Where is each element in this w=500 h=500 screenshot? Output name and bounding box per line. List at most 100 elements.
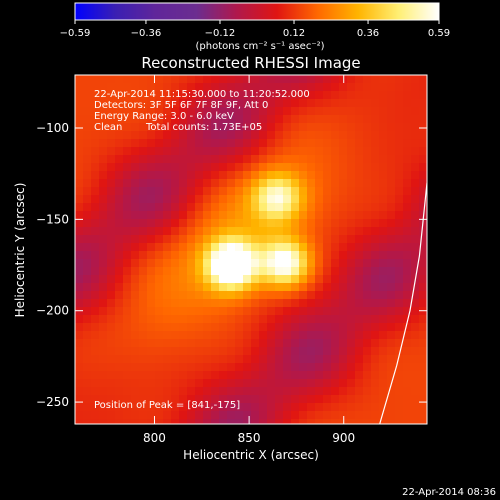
heatmap-cell bbox=[107, 123, 116, 132]
heatmap-cell bbox=[131, 259, 140, 268]
heatmap-cell bbox=[411, 75, 420, 84]
heatmap-cell bbox=[283, 75, 292, 84]
heatmap-cell bbox=[123, 91, 132, 100]
heatmap-cell bbox=[235, 371, 244, 380]
heatmap-cell bbox=[395, 275, 404, 284]
heatmap-cell bbox=[275, 387, 284, 396]
heatmap-cell bbox=[283, 171, 292, 180]
heatmap-cell bbox=[179, 267, 188, 276]
heatmap-cell bbox=[419, 395, 427, 404]
heatmap-cell bbox=[83, 139, 92, 148]
heatmap-cell bbox=[235, 139, 244, 148]
heatmap-cell bbox=[403, 347, 412, 356]
heatmap-cell bbox=[379, 395, 388, 404]
heatmap-cell bbox=[139, 419, 148, 424]
heatmap-cell bbox=[283, 299, 292, 308]
heatmap-cell bbox=[243, 171, 252, 180]
heatmap-cell bbox=[155, 107, 164, 116]
heatmap-cell bbox=[331, 227, 340, 236]
heatmap-cell bbox=[235, 307, 244, 316]
heatmap-cell bbox=[179, 339, 188, 348]
heatmap-cell bbox=[131, 75, 140, 84]
heatmap-cell bbox=[75, 355, 84, 364]
heatmap-cell bbox=[211, 347, 220, 356]
heatmap-cell bbox=[83, 395, 92, 404]
heatmap-cell bbox=[131, 371, 140, 380]
heatmap-cell bbox=[195, 403, 204, 412]
heatmap-cell bbox=[227, 355, 236, 364]
heatmap-cell bbox=[411, 315, 420, 324]
heatmap-cell bbox=[283, 291, 292, 300]
heatmap-cell bbox=[91, 163, 100, 172]
heatmap-cell bbox=[219, 267, 228, 276]
heatmap-cell bbox=[411, 107, 420, 116]
heatmap-cell bbox=[219, 203, 228, 212]
heatmap-cell bbox=[219, 107, 228, 116]
heatmap-cell bbox=[355, 91, 364, 100]
heatmap-cell bbox=[179, 323, 188, 332]
heatmap-cell bbox=[315, 323, 324, 332]
colorbar: −0.59 −0.36 −0.12 0.12 0.36 0.59 (photons cm⁻… bbox=[60, 2, 450, 52]
heatmap-cell bbox=[179, 179, 188, 188]
heatmap-cell bbox=[283, 131, 292, 140]
heatmap-cell bbox=[83, 131, 92, 140]
heatmap-cell bbox=[259, 147, 268, 156]
heatmap-cell bbox=[387, 347, 396, 356]
heatmap-cell bbox=[195, 243, 204, 252]
heatmap-cell bbox=[187, 299, 196, 308]
heatmap-cell bbox=[291, 339, 300, 348]
heatmap-cell bbox=[315, 315, 324, 324]
heatmap-cell bbox=[211, 179, 220, 188]
heatmap-cell bbox=[283, 195, 292, 204]
heatmap-cell bbox=[139, 299, 148, 308]
heatmap-cell bbox=[411, 395, 420, 404]
heatmap-cell bbox=[243, 115, 252, 124]
heatmap-cell bbox=[131, 387, 140, 396]
heatmap-cell bbox=[363, 291, 372, 300]
heatmap-cell bbox=[323, 91, 332, 100]
heatmap-cell bbox=[379, 99, 388, 108]
heatmap-cell bbox=[323, 259, 332, 268]
heatmap-cell bbox=[299, 283, 308, 292]
heatmap-cell bbox=[331, 331, 340, 340]
heatmap-cell bbox=[371, 267, 380, 276]
heatmap-cell bbox=[259, 283, 268, 292]
heatmap-cell bbox=[355, 243, 364, 252]
heatmap-cell bbox=[291, 163, 300, 172]
heatmap-cell bbox=[315, 355, 324, 364]
heatmap-cell bbox=[155, 155, 164, 164]
heatmap-cell bbox=[259, 91, 268, 100]
heatmap-cell bbox=[307, 291, 316, 300]
heatmap-cell bbox=[155, 379, 164, 388]
heatmap-cell bbox=[403, 235, 412, 244]
heatmap-cell bbox=[179, 347, 188, 356]
heatmap-cell bbox=[419, 91, 427, 100]
heatmap-cell bbox=[419, 99, 427, 108]
heatmap-cell bbox=[411, 147, 420, 156]
heatmap-cell bbox=[251, 355, 260, 364]
heatmap-cell bbox=[307, 163, 316, 172]
heatmap-cell bbox=[419, 83, 427, 92]
heatmap-cell bbox=[387, 355, 396, 364]
heatmap-cell bbox=[315, 139, 324, 148]
heatmap-cell bbox=[251, 243, 260, 252]
heatmap-cell bbox=[411, 347, 420, 356]
heatmap-cell bbox=[395, 403, 404, 412]
heatmap-cell bbox=[211, 363, 220, 372]
heatmap-cell bbox=[299, 91, 308, 100]
heatmap-cell bbox=[219, 211, 228, 220]
heatmap-cell bbox=[179, 123, 188, 132]
heatmap-cell bbox=[227, 123, 236, 132]
heatmap-cell bbox=[363, 219, 372, 228]
heatmap-cell bbox=[299, 243, 308, 252]
heatmap-cell bbox=[339, 347, 348, 356]
heatmap-cell bbox=[211, 259, 220, 268]
heatmap-cell bbox=[147, 339, 156, 348]
heatmap-cell bbox=[187, 211, 196, 220]
heatmap-cell bbox=[315, 155, 324, 164]
heatmap-cell bbox=[403, 411, 412, 420]
heatmap-cell bbox=[291, 331, 300, 340]
heatmap-cell bbox=[307, 283, 316, 292]
heatmap-cell bbox=[387, 259, 396, 268]
heatmap-cell bbox=[291, 123, 300, 132]
